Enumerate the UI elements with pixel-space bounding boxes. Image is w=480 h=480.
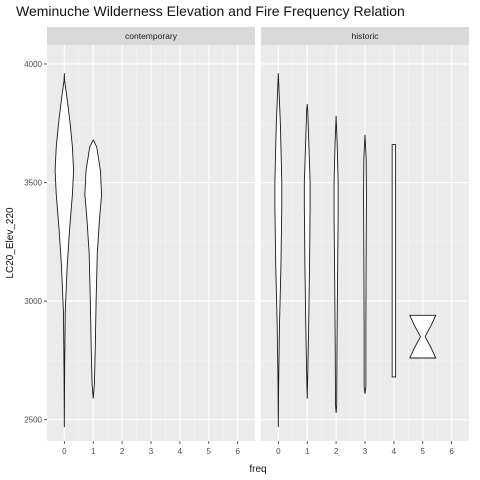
x-tick-label: 0 xyxy=(62,447,67,456)
facet-strip xyxy=(47,27,255,45)
x-tick-label: 4 xyxy=(178,447,183,456)
violin xyxy=(391,144,397,378)
violin xyxy=(84,139,103,399)
x-tick-label: 6 xyxy=(235,447,240,456)
x-tick-label: 6 xyxy=(449,447,454,456)
x-tick-label: 0 xyxy=(276,447,281,456)
y-tick-label: 4000 xyxy=(24,60,42,69)
facet-strip-label: contemporary xyxy=(125,31,178,41)
x-axis-title: freq xyxy=(249,464,266,475)
violin xyxy=(333,115,339,413)
chart-title: Weminuche Wilderness Elevation and Fire … xyxy=(16,3,405,19)
x-tick-label: 3 xyxy=(149,447,154,456)
x-tick-label: 2 xyxy=(334,447,339,456)
violin xyxy=(409,314,437,359)
y-tick-label: 3500 xyxy=(24,179,42,188)
x-tick-label: 1 xyxy=(91,447,96,456)
x-tick-label: 4 xyxy=(392,447,397,456)
violin xyxy=(54,73,75,428)
y-tick-label: 3000 xyxy=(24,297,42,306)
x-tick-label: 5 xyxy=(207,447,212,456)
x-tick-label: 2 xyxy=(120,447,125,456)
x-tick-label: 1 xyxy=(305,447,310,456)
x-tick-label: 5 xyxy=(421,447,426,456)
violin xyxy=(303,103,311,399)
facet-strip xyxy=(261,27,469,45)
x-tick-label: 3 xyxy=(363,447,368,456)
y-tick-label: 2500 xyxy=(24,416,42,425)
violin xyxy=(274,73,283,428)
violin xyxy=(363,134,367,395)
y-axis-title: LC20_Elev_220 xyxy=(5,207,16,279)
facet-strip-label: historic xyxy=(352,31,380,41)
